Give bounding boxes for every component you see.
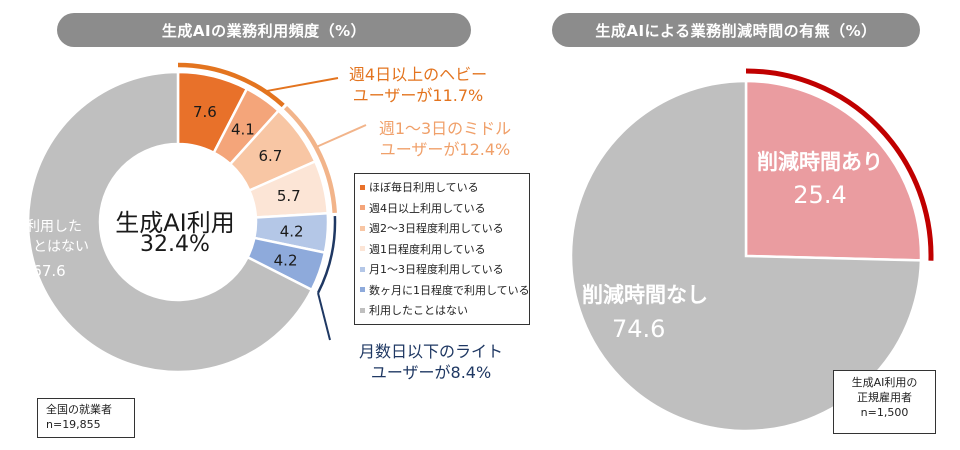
legend-item: 数ヶ月に1日程度で利用している	[360, 280, 530, 301]
sample-note-left: 全国の就業者 n=19,855	[37, 398, 135, 438]
middle-user-connector	[315, 124, 367, 149]
callout-line: 月数日以下のライト	[358, 342, 503, 361]
reduced-slice-value: 25.4	[793, 181, 847, 209]
donut-center-value: 32.4%	[140, 232, 210, 257]
callout-line: ユーザーが8.4%	[370, 363, 492, 382]
donut-center-title: 生成AI利用	[115, 209, 235, 237]
legend-label: 週4日以上利用している	[369, 201, 486, 215]
legend-item: 週1日程度利用している	[360, 239, 525, 260]
callout-heavy-users: 週4日以上のヘビー ユーザーが11.7%	[343, 64, 493, 106]
donut-slice-label: 4.1	[231, 120, 255, 138]
legend-label: ほぼ毎日利用している	[369, 181, 479, 195]
reduced-slice-label: 削減時間あり	[757, 150, 883, 174]
pie-slice	[744, 79, 923, 262]
donut-slice-label: 4.2	[280, 222, 304, 240]
legend-swatch	[360, 184, 365, 190]
note-line: n=19,855	[46, 418, 101, 431]
callout-line: ユーザーが11.7%	[352, 86, 484, 105]
left-chart-title: 生成AIの業務利用頻度（%）	[57, 13, 471, 47]
heavy-user-connector	[264, 77, 339, 93]
donut-slice-label: 6.7	[258, 147, 282, 165]
note-line: 生成AI利用の	[851, 376, 918, 389]
legend-item: 利用したことはない	[360, 300, 525, 321]
not-reduced-slice-label: 削減時間なし	[582, 283, 708, 307]
heavy-user-arc	[177, 62, 285, 108]
legend-label: 週1日程度利用している	[369, 242, 486, 256]
legend-label: 利用したことはない	[369, 304, 468, 318]
legend-swatch	[360, 205, 365, 211]
light-user-arc	[316, 215, 337, 294]
callout-line: ユーザーが12.4%	[379, 140, 511, 159]
legend-swatch	[360, 246, 365, 252]
donut-slice-label: 4.2	[274, 252, 298, 270]
unused-slice-value: 67.6	[32, 262, 66, 280]
donut-slice-label: 7.6	[193, 103, 217, 121]
callout-line: 週1～3日のミドル	[378, 119, 512, 138]
donut-hole	[101, 145, 255, 299]
legend-label: 月1～3日程度利用している	[369, 263, 504, 277]
donut-slice	[26, 70, 314, 374]
legend-swatch	[360, 266, 365, 272]
legend-item: 月1～3日程度利用している	[360, 259, 525, 280]
legend-item: 週4日以上利用している	[360, 198, 525, 219]
callout-light-users: 月数日以下のライト ユーザーが8.4%	[356, 341, 506, 383]
legend: ほぼ毎日利用している 週4日以上利用している週2～3日程度利用している 週1日程度利…	[354, 173, 530, 325]
callout-line: 週4日以上のヘビー	[348, 65, 488, 84]
unused-slice-label-line: ことはない	[19, 239, 89, 255]
middle-user-arc	[283, 105, 337, 214]
legend-item: 週2～3日程度利用している	[360, 218, 525, 239]
sample-note-right: 生成AI利用の 正規雇用者 n=1,500	[833, 370, 936, 434]
light-user-connector	[317, 292, 331, 341]
legend-label: 週2～3日程度利用している	[369, 222, 504, 236]
unused-slice-label-line: 利用した	[26, 219, 82, 235]
reduced-accent-arc	[745, 68, 934, 261]
unused-slice-label: 利用した ことはない	[14, 217, 94, 257]
note-line: n=1,500	[860, 406, 909, 419]
legend-swatch	[360, 307, 365, 313]
right-chart-title: 生成AIによる業務削減時間の有無（%）	[552, 13, 920, 47]
legend-swatch	[360, 287, 365, 293]
legend-item: ほぼ毎日利用している	[360, 177, 525, 198]
note-line: 正規雇用者	[857, 391, 912, 404]
donut-slice-label: 5.7	[277, 187, 301, 205]
note-line: 全国の就業者	[46, 403, 112, 416]
not-reduced-slice-value: 74.6	[612, 315, 666, 343]
callout-middle-users: 週1～3日のミドル ユーザーが12.4%	[370, 118, 520, 160]
legend-label: 数ヶ月に1日程度で利用している	[369, 283, 530, 297]
legend-swatch	[360, 225, 365, 231]
